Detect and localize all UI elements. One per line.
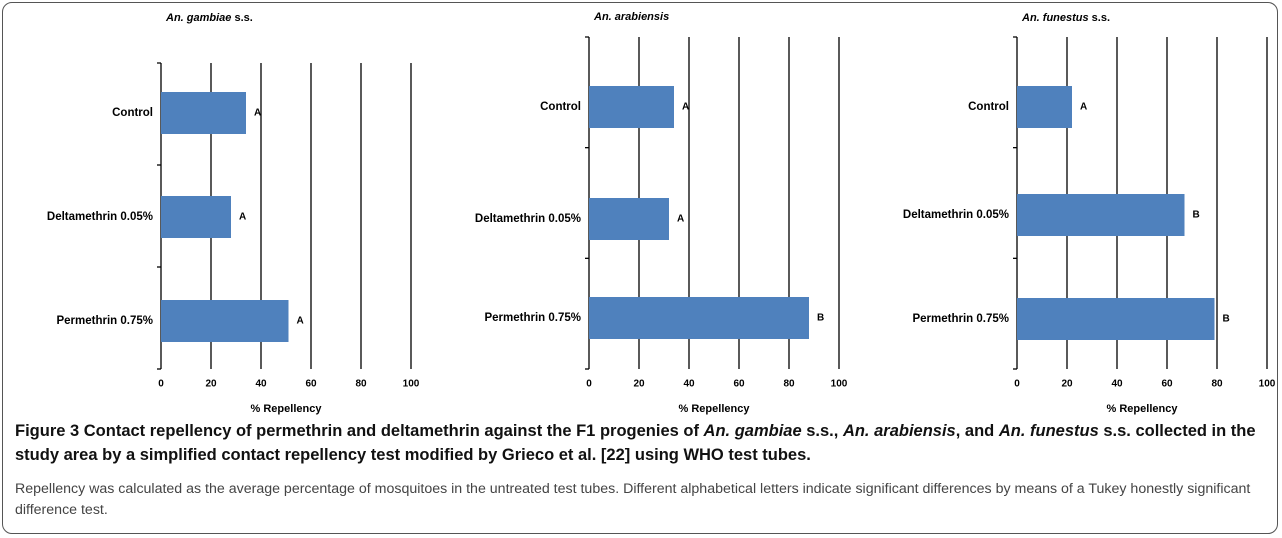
- bar: [589, 86, 674, 128]
- caption-segment: An. funestus: [998, 422, 1099, 440]
- x-tick-label: 0: [1014, 379, 1020, 390]
- x-tick-label: 60: [305, 379, 317, 390]
- significance-letter: B: [1193, 210, 1200, 221]
- x-tick-label: 80: [355, 379, 367, 390]
- y-tick-label: Deltamethrin 0.05%: [47, 211, 153, 223]
- caption-segment: Figure 3 Contact repellency of permethri…: [15, 422, 704, 440]
- x-axis-label: % Repellency: [679, 403, 751, 415]
- caption-segment: s.s. collected in the study area by a si…: [15, 422, 1256, 464]
- y-tick-label: Permethrin 0.75%: [484, 312, 581, 324]
- bar: [161, 92, 246, 134]
- x-tick-label: 100: [1259, 379, 1276, 390]
- x-tick-label: 80: [783, 379, 795, 390]
- bar: [1017, 86, 1072, 128]
- significance-letter: A: [1080, 102, 1087, 113]
- x-axis-label: % Repellency: [1107, 403, 1179, 415]
- significance-letter: A: [297, 316, 304, 327]
- bar: [1017, 298, 1215, 340]
- significance-letter: A: [239, 212, 246, 223]
- charts: An. gambiae s.s. 0 20 40 60 80 100 % Repellency…: [47, 11, 1276, 415]
- x-tick-label: 20: [1061, 379, 1073, 390]
- caption-segment: An. gambiae: [703, 422, 802, 440]
- x-tick-label: 100: [831, 379, 848, 390]
- y-tick-label: Permethrin 0.75%: [56, 315, 153, 327]
- x-tick-label: 0: [158, 379, 164, 390]
- x-tick-label: 40: [683, 379, 695, 390]
- bar: [161, 196, 231, 238]
- caption-segment: , and: [955, 422, 999, 440]
- caption-title: Figure 3 Contact repellency of permethri…: [15, 419, 1265, 467]
- y-tick-label: Permethrin 0.75%: [912, 313, 1009, 325]
- x-tick-label: 20: [633, 379, 645, 390]
- y-tick-label: Deltamethrin 0.05%: [475, 213, 581, 225]
- chart-title: An. arabiensis: [593, 11, 669, 23]
- x-tick-label: 0: [586, 379, 592, 390]
- x-tick-label: 60: [1161, 379, 1173, 390]
- chart-title: An. funestus s.s.: [1021, 12, 1110, 24]
- caption-segment: s.s.,: [801, 422, 843, 440]
- caption-segment: An. arabiensis: [842, 422, 956, 440]
- x-axis-label: % Repellency: [251, 403, 323, 415]
- x-tick-label: 60: [733, 379, 745, 390]
- y-tick-label: Control: [968, 101, 1009, 113]
- x-tick-label: 40: [255, 379, 267, 390]
- y-tick-label: Control: [112, 107, 153, 119]
- x-tick-label: 80: [1211, 379, 1223, 390]
- significance-letter: B: [817, 313, 824, 324]
- title-segment: s.s.: [1089, 12, 1110, 24]
- chart-title: An. gambiae s.s.: [165, 12, 253, 24]
- title-segment: An. arabiensis: [593, 11, 669, 23]
- title-segment: An. gambiae: [165, 12, 231, 24]
- title-segment: s.s.: [231, 12, 252, 24]
- y-tick-label: Deltamethrin 0.05%: [903, 209, 1009, 221]
- caption-text: Repellency was calculated as the average…: [15, 481, 1251, 518]
- x-tick-label: 100: [403, 379, 420, 390]
- significance-letter: A: [682, 102, 689, 113]
- bar: [589, 198, 669, 240]
- y-tick-label: Control: [540, 101, 581, 113]
- x-tick-label: 40: [1111, 379, 1123, 390]
- significance-letter: A: [254, 108, 261, 119]
- bar: [161, 300, 289, 342]
- x-tick-label: 20: [205, 379, 217, 390]
- significance-letter: A: [677, 214, 684, 225]
- significance-letter: B: [1223, 314, 1230, 325]
- bar: [1017, 194, 1185, 236]
- bar: [589, 297, 809, 339]
- title-segment: An. funestus: [1021, 12, 1089, 24]
